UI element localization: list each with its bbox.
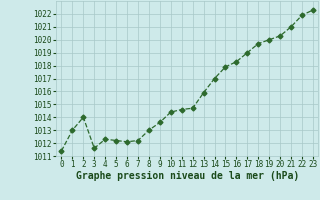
X-axis label: Graphe pression niveau de la mer (hPa): Graphe pression niveau de la mer (hPa) (76, 171, 299, 181)
